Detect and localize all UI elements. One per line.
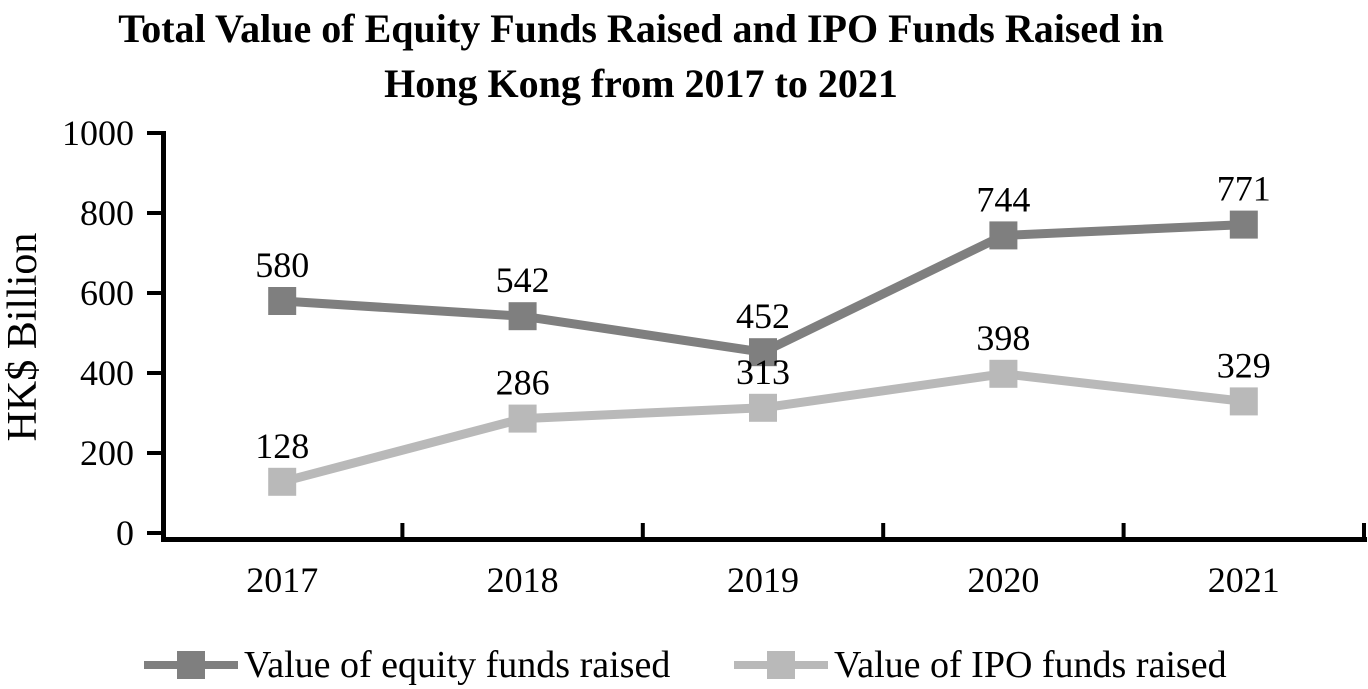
y-tick-label: 600 [80, 273, 134, 313]
x-axis-tick [1121, 523, 1126, 537]
x-tick-label: 2021 [1208, 560, 1280, 600]
data-point-marker [749, 393, 777, 422]
data-label: 452 [736, 296, 790, 336]
chart-title-line-1: Total Value of Equity Funds Raised and I… [118, 6, 1164, 51]
y-axis-tick [147, 371, 162, 375]
y-tick-label: 1000 [62, 113, 134, 153]
data-point-marker [989, 359, 1018, 388]
data-label: 542 [496, 260, 550, 300]
y-tick-label: 800 [80, 193, 134, 233]
data-label: 329 [1217, 345, 1271, 385]
data-label: 128 [255, 426, 309, 466]
x-tick-label: 2018 [487, 560, 559, 600]
y-tick-label: 0 [116, 513, 134, 553]
y-tick-label: 400 [80, 353, 134, 393]
data-label: 744 [976, 179, 1030, 219]
y-axis-tick [147, 211, 162, 215]
data-label: 313 [736, 352, 790, 392]
y-axis-tick [147, 131, 162, 135]
data-label: 398 [976, 318, 1030, 358]
legend-item-ipo-funds: Value of IPO funds raised [734, 642, 1227, 688]
x-axis-line [161, 537, 1367, 542]
x-axis-tick [1362, 523, 1366, 537]
legend-label: Value of equity funds raised [244, 644, 671, 686]
chart-title: Total Value of Equity Funds Raised and I… [0, 1, 1282, 111]
y-axis-tick [147, 291, 162, 295]
data-point-marker [1229, 387, 1258, 416]
data-point-marker [1229, 210, 1258, 239]
chart-title-line-2: Hong Kong from 2017 to 2021 [384, 61, 898, 106]
data-point-marker [508, 404, 537, 433]
x-axis-tick [881, 523, 886, 537]
x-tick-label: 2019 [727, 560, 799, 600]
y-axis-line [161, 131, 166, 542]
legend-item-equity-funds: Value of equity funds raised [144, 642, 670, 688]
ipo-series-legend-marker-icon [734, 651, 828, 679]
x-tick-label: 2017 [246, 560, 318, 600]
equity-series-legend-marker-icon [144, 651, 238, 679]
legend-label: Value of IPO funds raised [834, 644, 1227, 686]
data-label: 286 [496, 363, 550, 403]
data-point-marker [268, 467, 297, 496]
data-point-marker [989, 221, 1018, 250]
y-tick-label: 200 [80, 433, 134, 473]
x-tick-label: 2020 [967, 560, 1039, 600]
data-point-marker [508, 302, 537, 331]
data-label: 771 [1217, 169, 1271, 209]
data-label: 580 [255, 245, 309, 285]
x-axis-tick [640, 523, 645, 537]
y-axis-tick [147, 451, 162, 455]
data-point-marker [749, 338, 777, 367]
x-axis-tick [400, 523, 405, 537]
y-axis-tick [147, 531, 162, 535]
data-point-marker [268, 287, 297, 315]
